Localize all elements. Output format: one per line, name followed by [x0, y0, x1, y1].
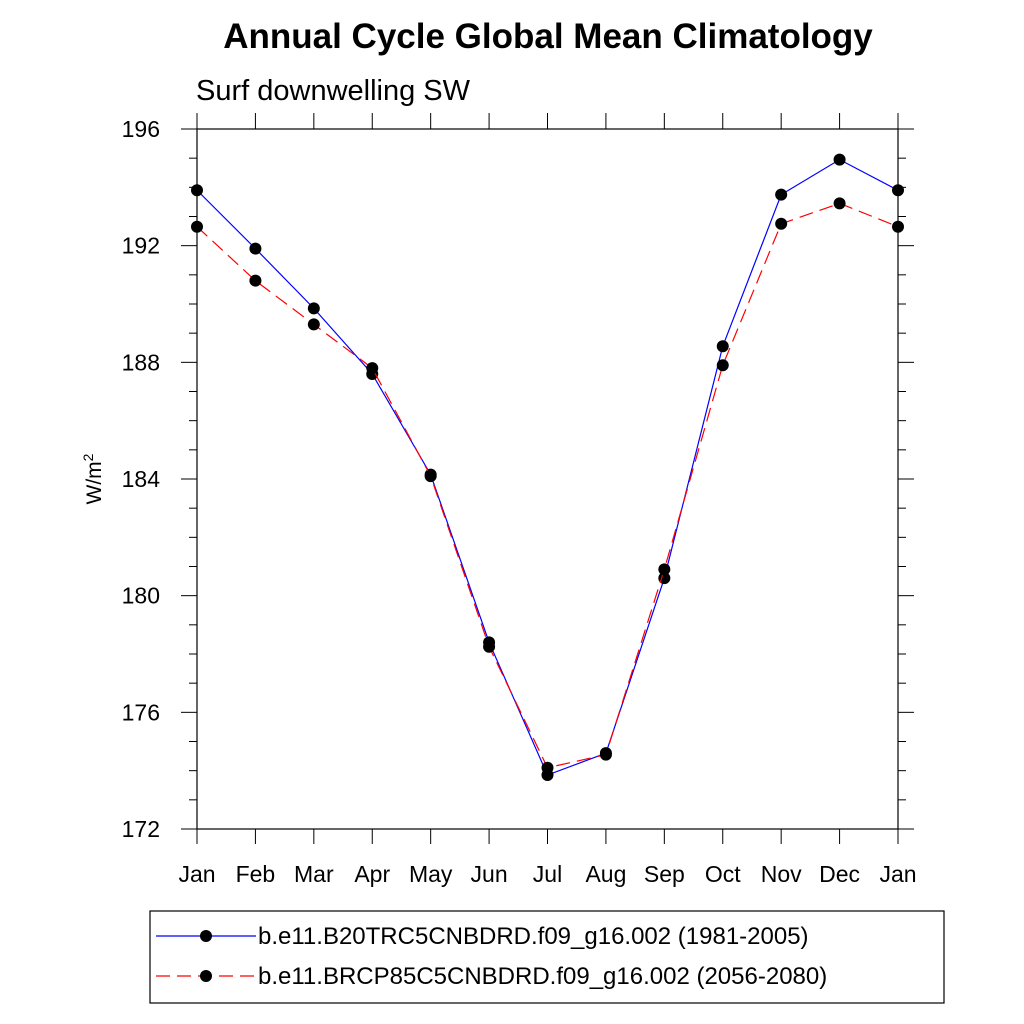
legend-box	[149, 910, 945, 1004]
y-tick-label: 180	[122, 583, 160, 609]
data-point	[599, 748, 612, 761]
legend-item-2: b.e11.BRCP85C5CNBDRD.f09_g16.002 (2056-2…	[156, 963, 827, 990]
x-tick-label: Jul	[533, 861, 562, 887]
y-tick-label: 176	[122, 699, 160, 725]
series-line	[196, 202, 899, 769]
legend-label: b.e11.B20TRC5CNBDRD.f09_g16.002 (1981-20…	[258, 923, 809, 950]
series-2	[191, 197, 904, 774]
data-point	[307, 302, 320, 315]
data-point	[716, 340, 729, 353]
data-point	[658, 572, 671, 585]
data-point	[249, 274, 262, 287]
x-tick-label: Dec	[819, 861, 860, 887]
data-point	[658, 563, 671, 576]
legend-item-1: b.e11.B20TRC5CNBDRD.f09_g16.002 (1981-20…	[156, 923, 809, 950]
x-tick-label: Aug	[585, 861, 626, 887]
data-point	[366, 362, 379, 375]
x-tick-label: May	[409, 861, 453, 887]
x-tick-label: Jan	[879, 861, 916, 887]
chart-title: Annual Cycle Global Mean Climatology	[223, 17, 873, 56]
axes: 172 176 180 184 188 192 196 Jan Feb Mar Apr May Jun J…	[122, 113, 917, 887]
data-point	[424, 470, 437, 483]
data-point	[775, 217, 788, 230]
y-tick-label: 188	[122, 349, 160, 375]
data-point	[191, 220, 203, 233]
chart-subtitle: Surf downwelling SW	[196, 75, 471, 107]
plot-frame	[196, 128, 899, 830]
y-tick-label: 192	[122, 233, 160, 259]
y-axis-label-text: W/m	[83, 461, 106, 504]
x-tick-label: Feb	[236, 861, 276, 887]
x-tick-label: Apr	[354, 861, 390, 887]
data-point	[307, 318, 320, 331]
series-1	[191, 153, 904, 782]
y-axis-label: W/m2	[80, 453, 106, 504]
data-point	[833, 153, 846, 166]
data-point	[716, 359, 729, 372]
legend-label: b.e11.BRCP85C5CNBDRD.f09_g16.002 (2056-2…	[258, 963, 827, 990]
data-point	[892, 220, 904, 233]
y-tick-label: 196	[122, 116, 160, 142]
data-point	[775, 188, 788, 201]
legend: b.e11.B20TRC5CNBDRD.f09_g16.002 (1981-20…	[149, 910, 945, 1004]
data-point	[483, 640, 496, 653]
x-tick-label: Sep	[644, 861, 685, 887]
y-tick-label: 172	[122, 816, 160, 842]
legend-marker	[200, 970, 212, 982]
x-tick-label: Mar	[294, 861, 334, 887]
data-point	[541, 761, 554, 774]
data-point	[249, 242, 262, 255]
data-point	[191, 184, 203, 197]
data-point	[833, 197, 846, 210]
legend-marker	[200, 930, 212, 942]
y-axis-label-superscript: 2	[80, 453, 96, 461]
x-tick-label: Jan	[178, 861, 215, 887]
y-tick-label: 184	[122, 466, 161, 492]
series-line	[196, 158, 899, 776]
x-tick-label: Jun	[471, 861, 508, 887]
x-tick-label: Oct	[705, 861, 741, 887]
x-tick-label: Nov	[761, 861, 802, 887]
series-layer	[191, 153, 904, 782]
data-point	[892, 184, 904, 197]
